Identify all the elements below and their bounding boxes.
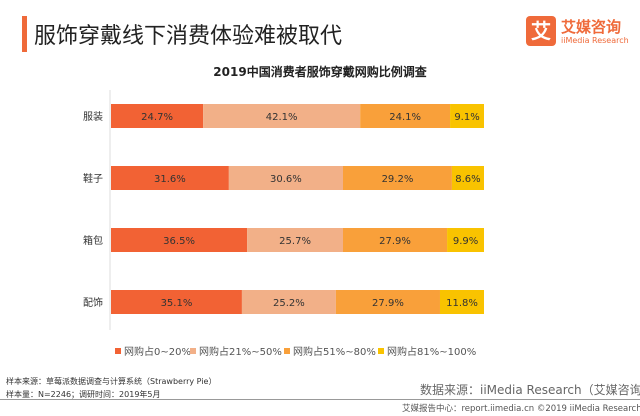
title-accent-bar: [22, 16, 27, 52]
stacked-bar-chart: 服装 24.7% 42.1% 24.1% 9.1% 鞋子 31.6% 30.6% 29.2% 8.…: [83, 90, 484, 330]
legend-swatch: [378, 347, 384, 354]
legend-swatch: [115, 347, 121, 354]
bar-segment: [111, 166, 229, 190]
legend-item: 网购占21%~50%: [190, 343, 282, 358]
logo-name-cn: 艾媒咨询: [561, 18, 622, 36]
bar-segment: [360, 104, 451, 128]
legend-item: 网购占0~20%: [115, 343, 191, 358]
legend-label: 网购占0~20%: [124, 347, 191, 358]
data-label: 9.9%: [453, 236, 478, 247]
legend-item: 网购占81%~100%: [378, 343, 476, 358]
data-label: 11.8%: [446, 298, 478, 309]
data-label: 27.9%: [379, 236, 411, 247]
legend-swatch: [284, 347, 290, 354]
legend-label: 网购占51%~80%: [293, 347, 376, 358]
legend-swatch: [190, 347, 196, 354]
data-label: 35.1%: [161, 298, 193, 309]
data-label: 42.1%: [266, 112, 298, 123]
data-source: 数据来源：iiMedia Research（艾媒咨询）: [420, 383, 640, 397]
category-label: 服装: [83, 110, 103, 123]
bar-segment: [450, 104, 484, 128]
bar-segment: [343, 166, 452, 190]
category-label: 配饰: [83, 296, 103, 309]
data-label: 30.6%: [270, 174, 302, 185]
data-label: 36.5%: [163, 236, 195, 247]
sample-size: 样本量：N=2246；调研时间：2019年5月: [6, 390, 161, 399]
data-label: 29.2%: [382, 174, 414, 185]
bar-segment: [111, 104, 204, 128]
legend-item: 网购占51%~80%: [284, 343, 376, 358]
page-title: 服饰穿戴线下消费体验难被取代: [34, 24, 343, 49]
bar-segment: [335, 290, 440, 314]
bar-segment: [241, 290, 336, 314]
data-label: 8.6%: [455, 174, 480, 185]
logo-name-en: iiMedia Research: [561, 36, 629, 45]
legend-label: 网购占21%~50%: [199, 347, 282, 358]
data-label: 24.7%: [141, 112, 173, 123]
footer-text: 艾媒报告中心：report.iimedia.cn ©2019 iiMedia R…: [402, 404, 640, 414]
legend-label: 网购占81%~100%: [387, 347, 477, 358]
bar-segment: [203, 104, 361, 128]
data-label: 31.6%: [154, 174, 186, 185]
bar-segment: [439, 290, 484, 314]
bar-segment: [447, 228, 484, 252]
bar-segment: [247, 228, 344, 252]
bar-segment: [111, 290, 242, 314]
category-label: 鞋子: [83, 172, 103, 185]
chart-title: 2019中国消费者服饰穿戴网购比例调查: [213, 65, 427, 79]
bar-segment: [451, 166, 484, 190]
bar-segment: [111, 228, 248, 252]
footer-divider: [0, 399, 640, 400]
data-label: 9.1%: [454, 112, 479, 123]
data-label: 25.2%: [273, 298, 305, 309]
bar-segment: [343, 228, 448, 252]
data-label: 25.7%: [279, 236, 311, 247]
data-label: 24.1%: [389, 112, 421, 123]
bar-segment: [228, 166, 344, 190]
brand-logo: 艾 艾媒咨询 iiMedia Research: [526, 16, 629, 50]
sample-source: 样本来源：草莓派数据调查与计算系统（Strawberry Pie）: [6, 377, 217, 386]
category-label: 箱包: [83, 234, 103, 247]
data-label: 27.9%: [372, 298, 404, 309]
logo-mark: 艾: [526, 16, 556, 46]
